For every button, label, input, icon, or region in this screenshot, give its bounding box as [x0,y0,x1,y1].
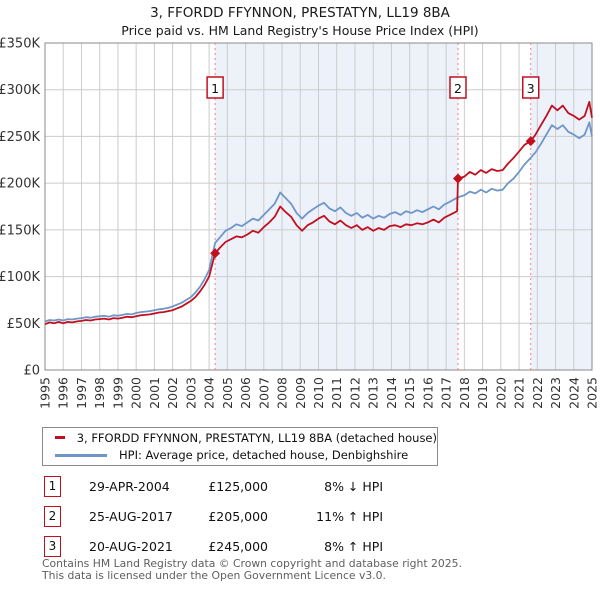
x-axis-tick-label: 2012 [347,377,362,409]
sale-number-box [521,76,540,99]
x-axis-tick-label: 2023 [548,377,563,409]
license-footer-line1: Contains HM Land Registry data © Crown c… [42,557,462,570]
plot-border [44,42,593,371]
sale-marker-diamond [210,248,221,259]
transaction-row: 2 25-AUG-2017 £205,000 11% ↑ HPI [0,506,600,528]
x-axis-tick-label: 2020 [493,377,508,409]
property-line-swatch [55,436,65,440]
transaction-price: £245,000 [208,539,268,554]
x-axis-tick-label: 2005 [220,377,235,409]
y-axis-tick-label: £50K [7,317,41,332]
legend-item-hpi: HPI: Average price, detached house, Denb… [43,447,437,463]
legend-hpi-label: HPI: Average price, detached house, Denb… [119,448,409,463]
transaction-date: 29-APR-2004 [89,479,170,494]
y-axis-tick-label: £300K [0,83,40,98]
license-footer-line2: This data is licensed under the Open Gov… [42,568,386,582]
transaction-row: 1 29-APR-2004 £125,000 8% ↓ HPI [0,476,600,498]
x-axis-tick-label: 2025 [585,377,600,409]
x-axis-tick-label: 2008 [275,377,290,409]
chart-legend: 3, FFORDD FFYNNON, PRESTATYN, LL19 8BA (… [42,427,438,466]
y-axis-tick-label: £250K [0,130,40,145]
x-axis-tick-label: 2009 [293,377,308,409]
x-axis-tick-label: 2016 [420,377,435,409]
x-axis-tick-label: 2011 [329,377,344,409]
y-axis-tick-label: £200K [0,177,40,192]
x-axis-tick-label: 2006 [238,377,253,409]
x-axis-tick-label: 2024 [566,377,581,409]
transaction-date: 20-AUG-2021 [89,539,173,554]
sale-number-label: 1 [211,81,219,96]
legend-item-property: 3, FFORDD FFYNNON, PRESTATYN, LL19 8BA (… [43,430,437,446]
price-history-chart: 1 2 3 £0 £50K £100K £150K £200K £250K £300K £350K 1… [0,37,600,409]
x-axis-tick-label: 2003 [183,377,198,409]
transaction-hpi-diff: 8% ↓ HPI [324,479,383,494]
transaction-price: £125,000 [208,479,268,494]
y-axis-tick-label: £100K [0,270,40,285]
transaction-hpi-diff: 8% ↑ HPI [324,539,383,554]
ownership-shaded-band [530,43,592,370]
x-axis-tick-label: 1996 [56,377,71,409]
x-axis-tick-label: 2001 [147,377,162,409]
y-axis-tick-label: £350K [0,37,40,52]
x-axis-tick-label: 2014 [384,377,399,409]
hpi-line-swatch [55,453,107,457]
page-subtitle: Price paid vs. HM Land Registry's House … [121,23,479,38]
x-axis-tick-label: 2022 [530,377,545,409]
x-axis-tick-label: 2019 [475,377,490,409]
sale-marker-diamond [452,173,463,184]
x-axis-tick-label: 2000 [129,377,144,409]
y-axis-tick-label: £0 [23,364,40,379]
sale-number-box [449,76,467,99]
transaction-date: 25-AUG-2017 [89,509,173,524]
transaction-number-badge: 3 [44,536,61,557]
sale-number-label: 3 [527,81,535,96]
transaction-number-badge: 1 [44,476,61,497]
x-axis-tick-label: 1999 [110,377,125,409]
x-axis-tick-label: 2017 [439,377,454,409]
x-axis-tick-label: 2013 [366,377,381,409]
legend-property-label: 3, FFORDD FFYNNON, PRESTATYN, LL19 8BA (… [76,430,437,445]
sale-number-label: 2 [454,81,462,96]
page-title: 3, FFORDD FFYNNON, PRESTATYN, LL19 8BA [150,5,450,21]
x-axis-tick-label: 2007 [256,377,271,409]
hpi-line [44,121,593,323]
x-axis-tick-label: 1997 [74,377,89,409]
property-price-line [44,101,593,326]
x-axis-tick-label: 1995 [38,377,53,409]
transaction-row: 3 20-AUG-2021 £245,000 8% ↑ HPI [0,536,600,558]
transaction-number-badge: 2 [44,506,61,527]
transaction-price: £205,000 [208,509,268,524]
x-axis-tick-label: 2010 [311,377,326,409]
x-axis-tick-label: 2021 [512,377,527,409]
x-axis-tick-label: 2004 [202,377,217,409]
x-axis-tick-label: 1998 [92,377,107,409]
x-axis-tick-label: 2002 [165,377,180,409]
transaction-hpi-diff: 11% ↑ HPI [316,509,383,524]
x-axis-tick-label: 2015 [402,377,417,409]
license-footer: Contains HM Land Registry data © Crown c… [42,558,598,581]
sale-marker-diamond [525,136,536,147]
x-axis-tick-label: 2018 [457,377,472,409]
sale-number-box [206,76,224,99]
y-axis-tick-label: £150K [0,223,40,238]
